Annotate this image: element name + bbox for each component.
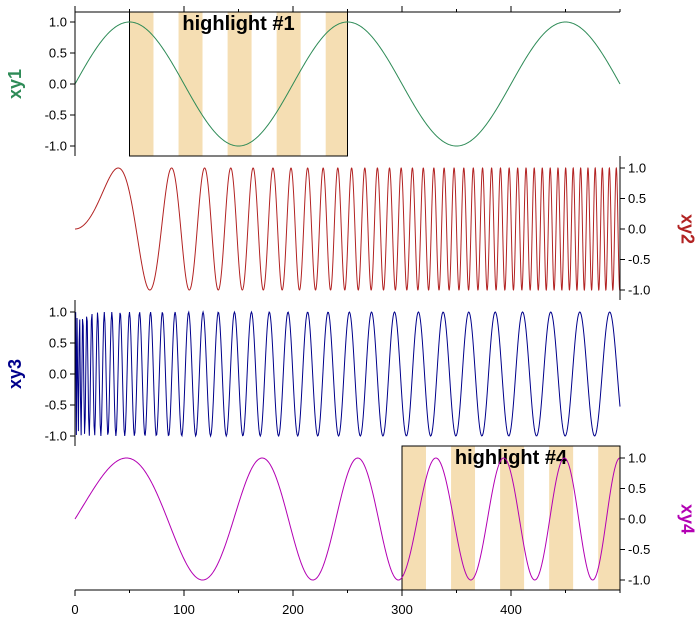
highlight-band (598, 446, 620, 590)
highlight-band (227, 12, 252, 156)
series-line-xy2 (75, 166, 621, 292)
highlight-band (129, 12, 154, 156)
y-tick-label: -1.0 (628, 573, 650, 588)
y-tick-label: 1.0 (49, 15, 67, 30)
panel-xy4: highlight #4 1.0 0.5 0.0 -0.5 -1.0 xy4 (74, 445, 697, 591)
y-tick-label: 1.0 (49, 305, 67, 320)
panel-xy1: highlight #1 1.0 0.5 0.0 -0.5 -1.0 xy1 (5, 11, 621, 157)
highlight-band (402, 446, 426, 590)
y-tick-label: 0.5 (49, 336, 67, 351)
series-line-xy3 (74, 310, 621, 438)
y-tick-label: -0.5 (45, 398, 67, 413)
panel-xy3: 1.0 0.5 0.0 -0.5 -1.0 xy3 (5, 300, 621, 446)
y-tick-label: 0.5 (628, 481, 646, 496)
panel-xy2: 1.0 0.5 0.0 -0.5 -1.0 xy2 (75, 156, 697, 300)
y-tick-label: 0.0 (49, 367, 67, 382)
y-tick-label: 0.5 (49, 46, 67, 61)
series-line-xy1 (74, 21, 621, 147)
highlight-label: highlight #4 (455, 447, 568, 469)
x-tick-label: 100 (173, 602, 195, 617)
highlight-label: highlight #1 (182, 13, 294, 35)
y-tick-label: 0.5 (628, 191, 646, 206)
highlight-band (500, 446, 525, 590)
y-tick-label: 1.0 (628, 161, 646, 176)
y-tick-label: 0.0 (628, 512, 646, 527)
y-axis-title-xy3: xy3 (5, 359, 25, 389)
y-tick-label: -0.5 (45, 108, 67, 123)
x-tick-label: 0 (71, 602, 78, 617)
x-tick-label: 300 (391, 602, 413, 617)
highlight-band (549, 446, 574, 590)
y-tick-label: -0.5 (628, 252, 650, 267)
y-tick-label: 0.0 (628, 222, 646, 237)
y-tick-label: -0.5 (628, 542, 650, 557)
y-tick-label: -1.0 (45, 139, 67, 154)
x-tick-label: 200 (282, 602, 304, 617)
series-line-xy4 (74, 457, 621, 581)
highlight-band (276, 12, 301, 156)
y-axis-title-xy1: xy1 (5, 69, 25, 99)
x-tick-label: 400 (500, 602, 522, 617)
y-tick-label: -1.0 (45, 429, 67, 444)
y-axis-title-xy2: xy2 (677, 214, 697, 244)
highlight-band (178, 12, 203, 156)
highlight-band (451, 446, 476, 590)
y-axis-title-xy4: xy4 (677, 504, 697, 534)
highlight-band (325, 12, 348, 156)
y-tick-label: -1.0 (628, 283, 650, 298)
y-tick-label: 1.0 (628, 451, 646, 466)
y-tick-label: 0.0 (49, 77, 67, 92)
